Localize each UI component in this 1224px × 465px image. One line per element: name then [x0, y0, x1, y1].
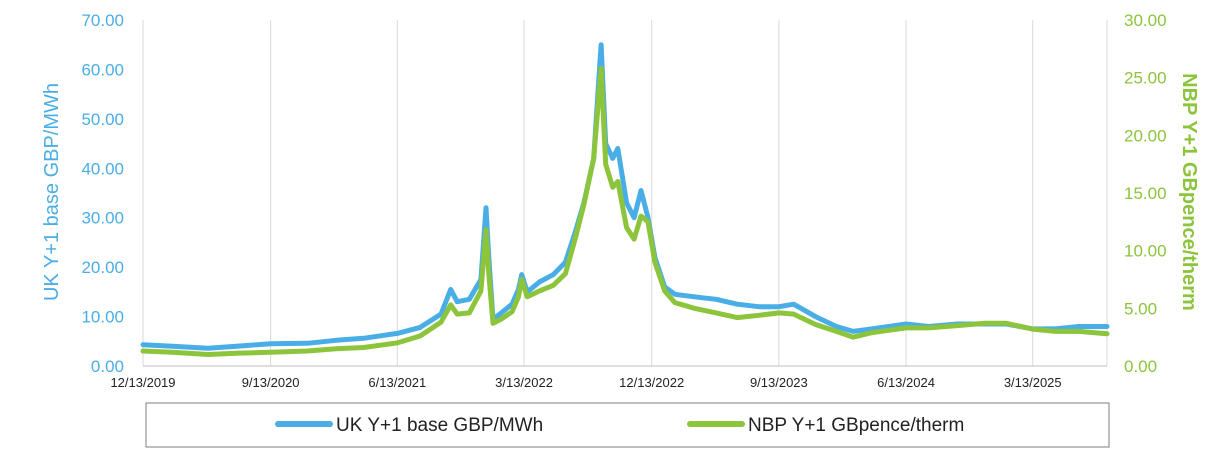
- right-y-tick-label: 30.00: [1124, 11, 1167, 30]
- x-tick-label: 6/13/2021: [368, 375, 426, 390]
- left-y-tick-label: 40.00: [81, 159, 124, 178]
- right-y-tick-label: 25.00: [1124, 69, 1167, 88]
- right-y-tick-label: 20.00: [1124, 126, 1167, 145]
- right-y-tick-label: 0.00: [1124, 357, 1157, 376]
- legend: UK Y+1 base GBP/MWh NBP Y+1 GBpence/ther…: [145, 402, 1110, 448]
- x-tick-label: 9/13/2020: [242, 375, 300, 390]
- x-tick-label: 12/13/2022: [619, 375, 684, 390]
- series-lines: [140, 42, 1110, 357]
- x-tick-labels: 12/13/2019 9/13/2020 6/13/2021 3/13/2022 12/…: [110, 375, 1061, 390]
- left-y-tick-label: 20.00: [81, 258, 124, 277]
- left-y-tick-label: 60.00: [81, 60, 124, 79]
- right-y-tick-label: 5.00: [1124, 299, 1157, 318]
- right-y-tick-label: 10.00: [1124, 242, 1167, 261]
- left-y-axis-title: UK Y+1 base GBP/MWh: [41, 83, 63, 301]
- x-tick-label: 3/13/2022: [495, 375, 553, 390]
- right-y-tick-labels: 0.00 5.00 10.00 15.00 20.00 25.00 30.00: [1124, 11, 1167, 376]
- left-y-tick-label: 0.00: [91, 357, 124, 376]
- left-y-tick-label: 30.00: [81, 209, 124, 228]
- x-tick-label: 6/13/2024: [877, 375, 935, 390]
- x-tick-label: 9/13/2023: [750, 375, 808, 390]
- right-y-axis-title: NBP Y+1 GBpence/therm: [1178, 73, 1200, 311]
- legend-box: [145, 402, 1110, 448]
- x-tick-label: 12/13/2019: [110, 375, 175, 390]
- series-line-uk-y-1-base-gbp-mwh: [140, 42, 1110, 351]
- left-y-tick-label: 50.00: [81, 110, 124, 129]
- legend-label-uk-y1-base: UK Y+1 base GBP/MWh: [336, 415, 543, 436]
- left-y-tick-label: 70.00: [81, 11, 124, 30]
- right-y-tick-label: 15.00: [1124, 184, 1167, 203]
- gridlines: [142, 20, 1108, 366]
- legend-label-nbp-y1: NBP Y+1 GBpence/therm: [748, 415, 964, 436]
- x-tick-label: 3/13/2025: [1004, 375, 1062, 390]
- series-line-nbp-y-1-gbpence-therm: [140, 65, 1110, 357]
- left-y-tick-labels: 0.00 10.00 20.00 30.00 40.00 50.00 60.00 70.00: [81, 11, 124, 376]
- left-y-tick-label: 10.00: [81, 308, 124, 327]
